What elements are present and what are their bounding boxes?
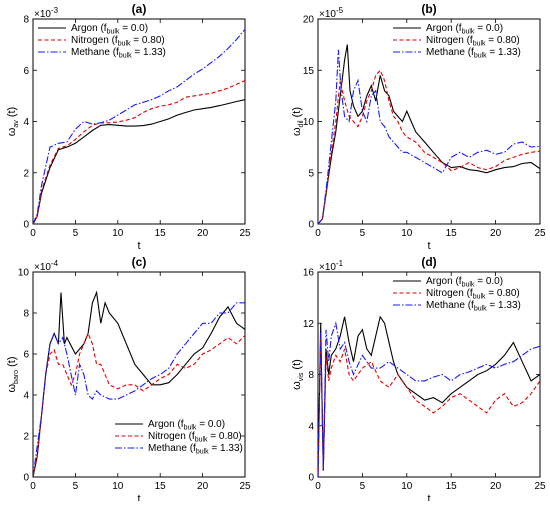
legend: Argon (fbulk = 0.0)Nitrogen (fbulk = 0.8… [393,276,521,313]
x-tick-label: 10 [401,228,413,239]
y-tick-label: 0 [23,473,29,484]
x-tick-label: 5 [360,228,366,239]
panel-title: (a) [132,2,147,16]
legend-entry: Methane (fbulk = 1.33) [148,443,243,456]
series-line-argon [33,99,245,224]
panel-title: (c) [132,255,147,269]
y-tick-label: 0 [308,473,314,484]
x-tick-label: 15 [155,228,167,239]
x-axis-label: t [137,493,140,501]
y-tick-label: 8 [23,309,29,320]
chart-panel-4: (d) 0 5 10 15 20 25 0 4 8 12 16 ×10-1 t ωvis (t) Argon … [291,255,546,505]
y-tick-label: 2 [23,168,29,179]
legend-entry: Methane (fbulk = 1.33) [426,300,521,313]
series-line-methane [33,302,245,477]
y-multiplier-exponent: -1 [336,259,344,268]
legend-entry: Argon (fbulk = 0.0) [426,23,503,36]
legend-entry: Argon (fbulk = 0.0) [71,23,148,36]
y-multiplier-exponent: -5 [336,6,344,15]
legend-entry: Nitrogen (fbulk = 0.80) [148,431,242,444]
x-tick-label: 5 [73,481,79,492]
legend-entry: Nitrogen (fbulk = 0.80) [426,288,520,301]
x-tick-label: 10 [112,228,124,239]
series-line-nitrogen [318,336,540,477]
y-tick-label: 16 [303,268,315,279]
x-tick-label: 5 [360,481,366,492]
y-tick-label: 10 [18,268,30,279]
y-axis-label: ωav (t) [6,107,20,136]
x-axis-label: t [137,240,140,252]
series-line-nitrogen [33,332,245,477]
y-tick-label: 20 [303,15,315,26]
x-tick-label: 20 [197,481,209,492]
legend-entry: Nitrogen (fbulk = 0.80) [426,35,520,48]
series-line-methane [33,28,245,224]
series-line-argon [318,315,540,477]
x-tick-label: 10 [401,481,413,492]
chart-panel-1: (a) 0 5 10 15 20 25 0 2 4 6 8 ×10-3 t ωav (t) Argon (fb… [6,2,251,252]
y-tick-label: 8 [23,15,29,26]
y-tick-label: 8 [308,370,314,381]
x-tick-label: 0 [315,228,321,239]
plot-frame [32,271,246,478]
x-axis-label: t [427,240,430,252]
y-tick-label: 6 [23,350,29,361]
y-tick-label: 6 [23,66,29,77]
panel-title: (d) [421,255,436,269]
panel-title: (b) [421,2,436,16]
series-line-nitrogen [33,79,245,224]
y-tick-label: 2 [23,432,29,443]
legend-entry: Methane (fbulk = 1.33) [426,47,521,60]
x-tick-label: 20 [197,228,209,239]
y-axis-label: ωdil (t) [291,107,305,136]
series-line-methane [318,49,540,224]
legend: Argon (fbulk = 0.0)Nitrogen (fbulk = 0.8… [393,23,521,60]
x-tick-label: 25 [239,228,251,239]
x-axis-label: t [427,493,430,501]
legend: Argon (fbulk = 0.0)Nitrogen (fbulk = 0.8… [115,419,243,456]
x-tick-label: 25 [239,481,251,492]
y-tick-label: 0 [308,220,314,231]
legend-entry: Nitrogen (fbulk = 0.80) [71,35,165,48]
x-tick-label: 25 [534,228,546,239]
legend-entry: Methane (fbulk = 1.33) [71,47,166,60]
x-tick-label: 15 [155,481,167,492]
y-multiplier: ×10-4 [34,259,59,273]
y-tick-label: 4 [23,391,29,402]
chart-panel-3: (c) 0 5 10 15 20 25 0 2 4 6 8 10 ×10-4 t ωbaro (t) Argon… [6,255,251,505]
x-tick-label: 20 [490,228,502,239]
y-tick-label: 0 [23,220,29,231]
y-multiplier: ×10-5 [319,6,344,20]
y-multiplier-exponent: -3 [51,6,59,15]
y-tick-label: 5 [308,168,314,179]
x-tick-label: 20 [490,481,502,492]
legend-entry: Argon (fbulk = 0.0) [426,276,503,289]
chart-panel-2: (b) 0 5 10 15 20 25 0 5 10 15 20 ×10-5 t ωdil (t) Argon… [291,2,546,252]
y-axis-label: ωbaro (t) [6,356,20,392]
x-tick-label: 15 [446,228,458,239]
y-tick-label: 4 [308,421,314,432]
y-tick-label: 12 [303,319,315,330]
y-multiplier-exponent: -4 [51,259,59,268]
x-tick-label: 10 [112,481,124,492]
series-line-nitrogen [318,69,540,224]
series-line-methane [318,321,540,477]
y-axis-label: ωvis (t) [291,359,305,390]
x-tick-label: 15 [446,481,458,492]
y-tick-label: 15 [303,66,315,77]
y-tick-label: 4 [23,117,29,128]
x-tick-label: 25 [534,481,546,492]
x-tick-label: 0 [30,481,36,492]
x-tick-label: 0 [315,481,321,492]
x-tick-label: 5 [73,228,79,239]
legend: Argon (fbulk = 0.0)Nitrogen (fbulk = 0.8… [38,23,166,60]
y-multiplier: ×10-1 [319,259,344,273]
series-line-argon [318,44,540,224]
legend-entry: Argon (fbulk = 0.0) [148,419,225,432]
y-multiplier: ×10-3 [34,6,59,20]
y-tick-label: 10 [303,117,315,128]
x-tick-label: 0 [30,228,36,239]
